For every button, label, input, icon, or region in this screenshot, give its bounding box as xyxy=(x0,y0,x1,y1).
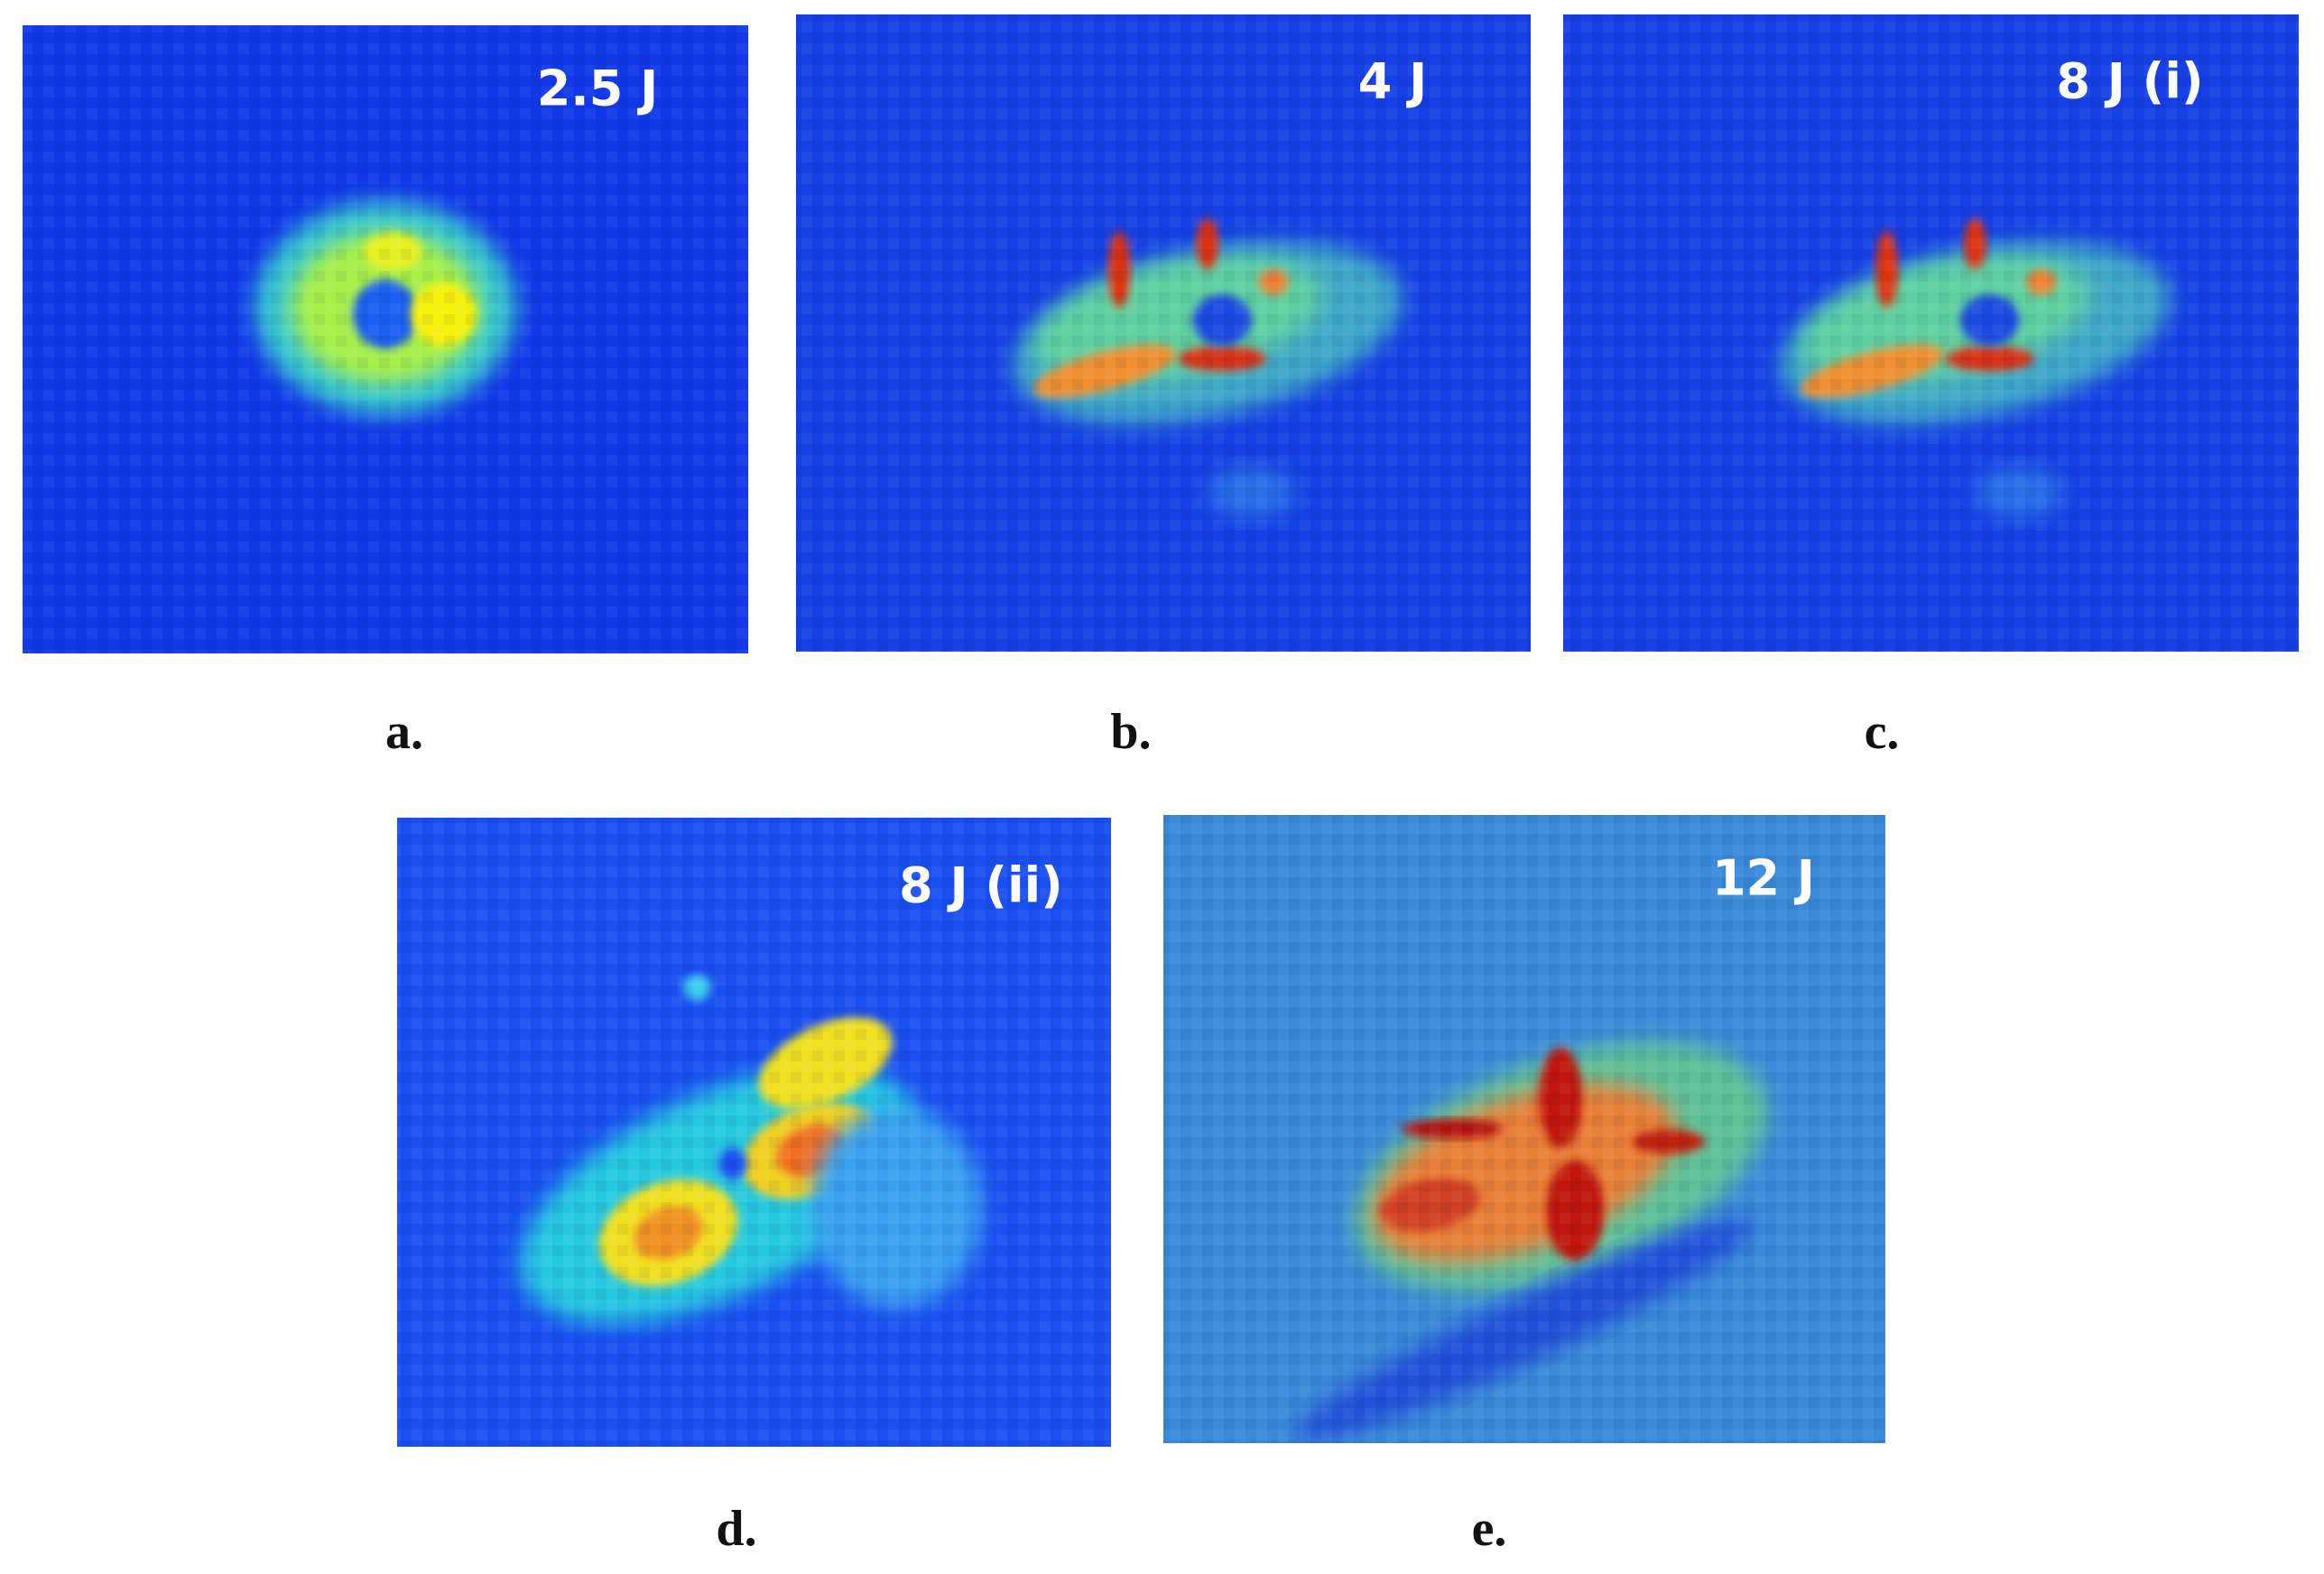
thermal-image xyxy=(1163,815,1885,1443)
pixel-grain xyxy=(796,14,1531,652)
panel-caption: c. xyxy=(1865,704,1900,760)
thermal-image xyxy=(1563,14,2299,652)
panel-caption: d. xyxy=(716,1501,756,1557)
energy-label: 8 J (ii) xyxy=(899,857,1063,914)
pixel-grain xyxy=(1163,815,1885,1443)
pixel-grain xyxy=(1563,14,2299,652)
panel-caption: e. xyxy=(1472,1501,1507,1557)
pixel-grain xyxy=(397,818,1111,1447)
energy-label: 4 J xyxy=(1358,53,1427,110)
panel-caption: a. xyxy=(385,704,423,760)
energy-label: 2.5 J xyxy=(537,60,659,117)
energy-label: 12 J xyxy=(1712,850,1815,907)
thermal-image xyxy=(397,818,1111,1447)
pixel-grain xyxy=(23,25,748,653)
panel-caption: b. xyxy=(1110,704,1151,760)
energy-label: 8 J (i) xyxy=(2056,53,2203,110)
thermal-image xyxy=(23,25,748,653)
thermal-image xyxy=(796,14,1531,652)
